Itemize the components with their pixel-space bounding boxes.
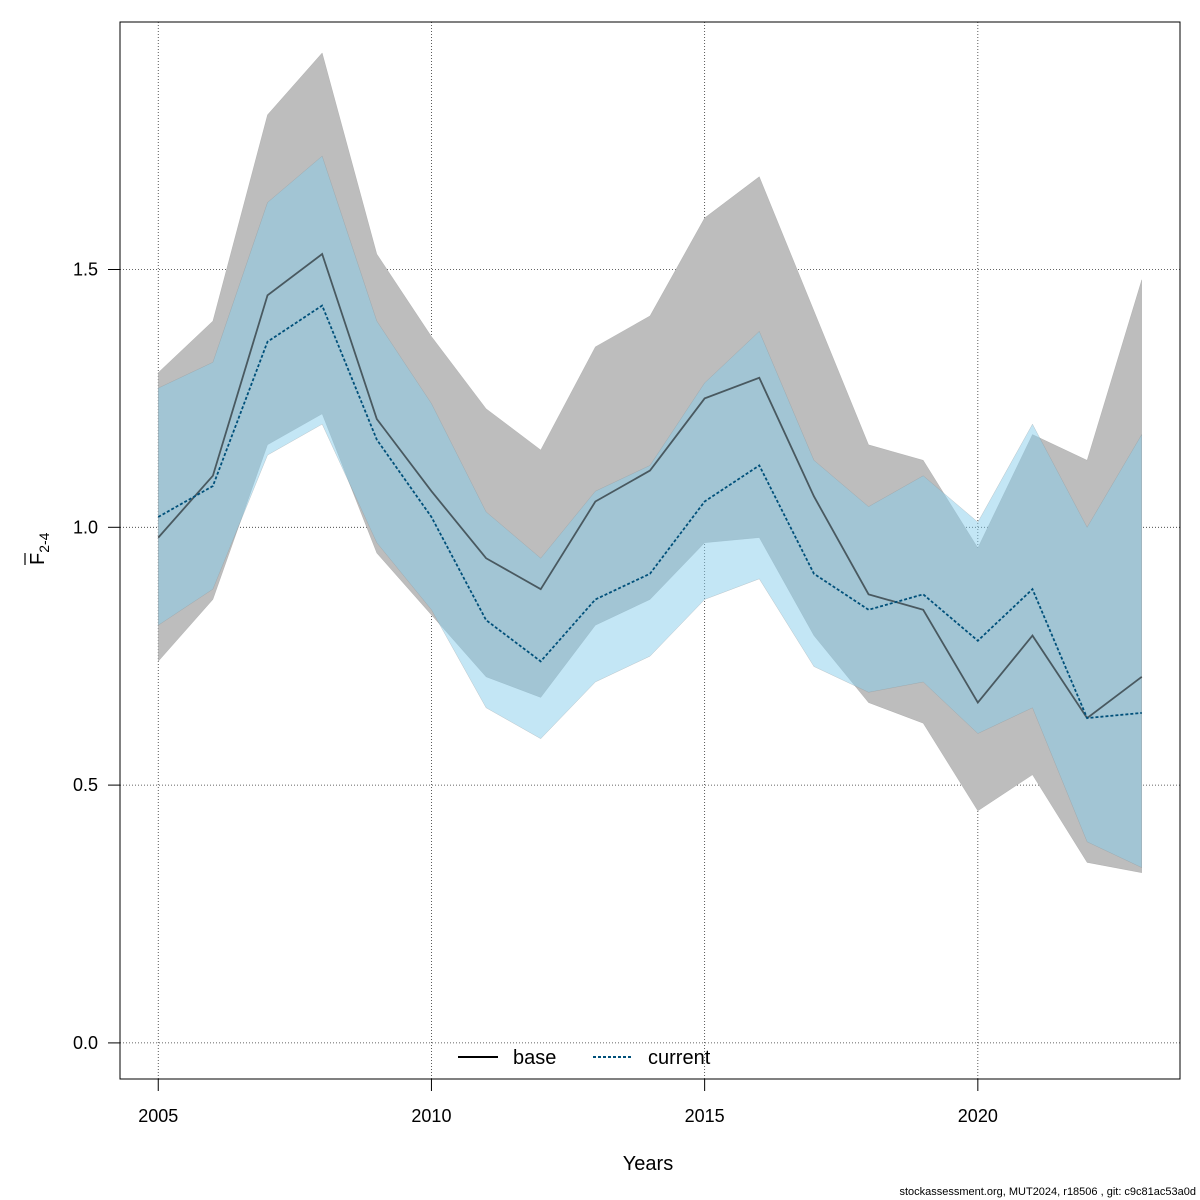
footer-credit: stockassessment.org, MUT2024, r18506 , g… xyxy=(899,1186,1196,1198)
series-line-base xyxy=(157,252,1143,720)
y-axis-title-symbol: F xyxy=(27,553,49,565)
x-tick-label: 2015 xyxy=(685,1106,725,1126)
y-tick-label: 1.5 xyxy=(73,259,98,279)
legend-label-base: base xyxy=(513,1047,556,1069)
x-axis: 2005 2010 2015 2020 xyxy=(138,1078,998,1126)
y-axis-title-subscript: 2-4 xyxy=(36,532,52,552)
confidence-band-current xyxy=(157,155,1143,868)
y-tick-label: 0.0 xyxy=(73,1033,98,1053)
confidence-bands xyxy=(157,52,1143,874)
y-tick-label: 0.5 xyxy=(73,775,98,795)
y-axis: 0.0 0.5 1.0 1.5 xyxy=(73,259,121,1053)
x-tick-label: 2020 xyxy=(958,1106,998,1126)
legend-label-current: current xyxy=(648,1047,711,1069)
svg-text:F2-4: F2-4 xyxy=(27,532,52,565)
y-axis-title: F2-4 xyxy=(24,532,52,565)
x-axis-title: Years xyxy=(623,1153,673,1175)
series-lines xyxy=(157,252,1143,720)
x-tick-label: 2005 xyxy=(138,1106,178,1126)
y-tick-label: 1.0 xyxy=(73,517,98,537)
series-line-current xyxy=(157,304,1142,720)
x-tick-label: 2010 xyxy=(411,1106,451,1126)
legend: base current xyxy=(458,1047,711,1069)
